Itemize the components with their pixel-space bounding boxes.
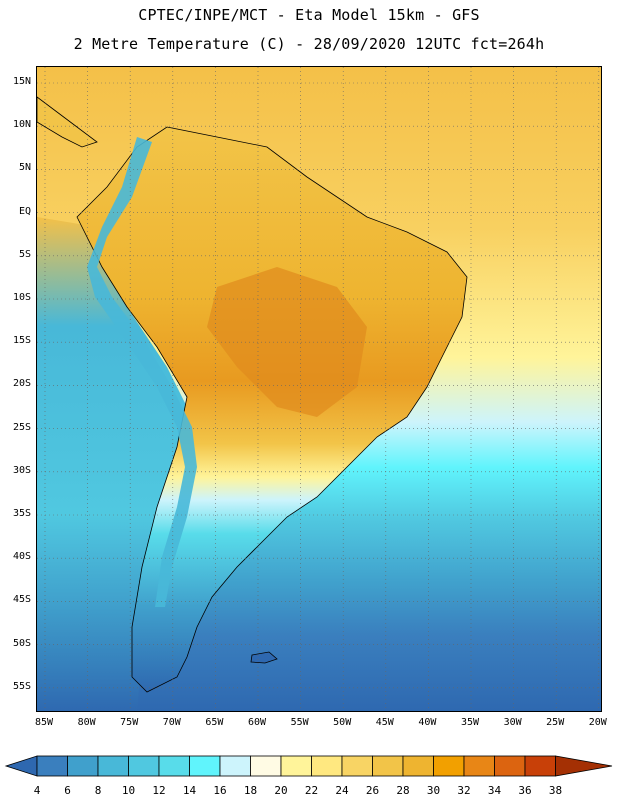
- colorbar-value: 34: [487, 784, 502, 797]
- colorbar-swatch: [341, 755, 373, 777]
- lon-label: 50W: [333, 717, 352, 728]
- lat-label: 20S: [12, 378, 31, 390]
- colorbar-high-arrow: [555, 755, 613, 777]
- colorbar: [4, 755, 613, 777]
- map-title-line2: 2 Metre Temperature (C) - 28/09/2020 12U…: [73, 35, 545, 53]
- lat-label: 25S: [12, 421, 31, 433]
- lat-label: 5N: [18, 162, 31, 174]
- lat-label: 50S: [12, 637, 31, 649]
- lat-label: 55S: [12, 680, 31, 692]
- colorbar-swatch: [280, 755, 312, 777]
- colorbar-value: 20: [274, 784, 288, 797]
- colorbar-value: 8: [94, 784, 102, 797]
- colorbar-swatch: [97, 755, 129, 777]
- lat-label: 5S: [18, 248, 31, 260]
- colorbar-low-arrow: [4, 755, 38, 777]
- colorbar-value: 4: [33, 784, 41, 797]
- colorbar-swatch: [67, 755, 99, 777]
- hot-interior-region: [207, 267, 367, 417]
- lat-label: EQ: [18, 205, 31, 217]
- colorbar-value: 36: [518, 784, 532, 797]
- lon-label: 85W: [34, 717, 54, 728]
- lon-label: 25W: [546, 717, 565, 728]
- temperature-map: [37, 67, 601, 711]
- map-frame: [36, 66, 602, 712]
- lat-label: 45S: [12, 594, 31, 606]
- lat-label: 35S: [12, 508, 31, 519]
- colorbar-value: 26: [365, 784, 380, 797]
- lat-label: 10N: [12, 119, 31, 131]
- lon-label: 35W: [460, 717, 480, 728]
- colorbar-swatch: [433, 755, 465, 777]
- colorbar-value: 38: [548, 784, 563, 797]
- colorbar-value: 14: [182, 784, 197, 797]
- colorbar-value: 30: [426, 784, 441, 797]
- lon-label: 70W: [162, 717, 181, 728]
- lon-label: 80W: [77, 717, 96, 728]
- colorbar-swatch: [189, 755, 221, 777]
- colorbar-value: 24: [335, 784, 349, 797]
- colorbar-value: 6: [64, 784, 71, 797]
- colorbar-value: 16: [213, 784, 227, 797]
- colorbar-value: 32: [457, 784, 471, 797]
- colorbar-swatch: [494, 755, 526, 777]
- colorbar-swatch: [402, 755, 434, 777]
- colorbar-swatch: [372, 755, 404, 777]
- lat-label: 40S: [12, 551, 31, 563]
- lat-label: 15S: [12, 335, 31, 347]
- lon-label: 40W: [418, 717, 437, 728]
- colorbar-value: 12: [152, 784, 166, 797]
- lon-label: 30W: [503, 717, 522, 728]
- falkland-islands: [250, 651, 278, 664]
- lat-label: 30S: [12, 464, 31, 476]
- colorbar-value: 18: [243, 784, 258, 797]
- colorbar-swatch: [158, 755, 190, 777]
- pacific-ocean: [37, 217, 197, 711]
- lon-label: 55W: [290, 717, 309, 728]
- lon-label: 60W: [247, 717, 267, 728]
- colorbar-swatch: [219, 755, 251, 777]
- lat-label: 10S: [12, 292, 31, 303]
- colorbar-value: 28: [396, 784, 410, 797]
- colorbar-swatch: [524, 755, 556, 777]
- colorbar-value: 10: [121, 784, 136, 797]
- colorbar-swatch: [250, 755, 282, 777]
- map-title-line1: CPTEC/INPE/MCT - Eta Model 15km - GFS: [138, 6, 480, 24]
- lat-label: 15N: [12, 76, 31, 87]
- lon-label: 45W: [375, 717, 394, 728]
- colorbar-value: 22: [304, 784, 319, 797]
- lon-label: 65W: [205, 717, 224, 728]
- colorbar-swatch: [36, 755, 68, 777]
- colorbar-swatch: [463, 755, 495, 777]
- central-america: [37, 96, 98, 148]
- lon-label: 20W: [588, 717, 607, 728]
- lon-label: 75W: [120, 717, 139, 728]
- colorbar-swatch: [128, 755, 160, 777]
- colorbar-swatch: [311, 755, 343, 777]
